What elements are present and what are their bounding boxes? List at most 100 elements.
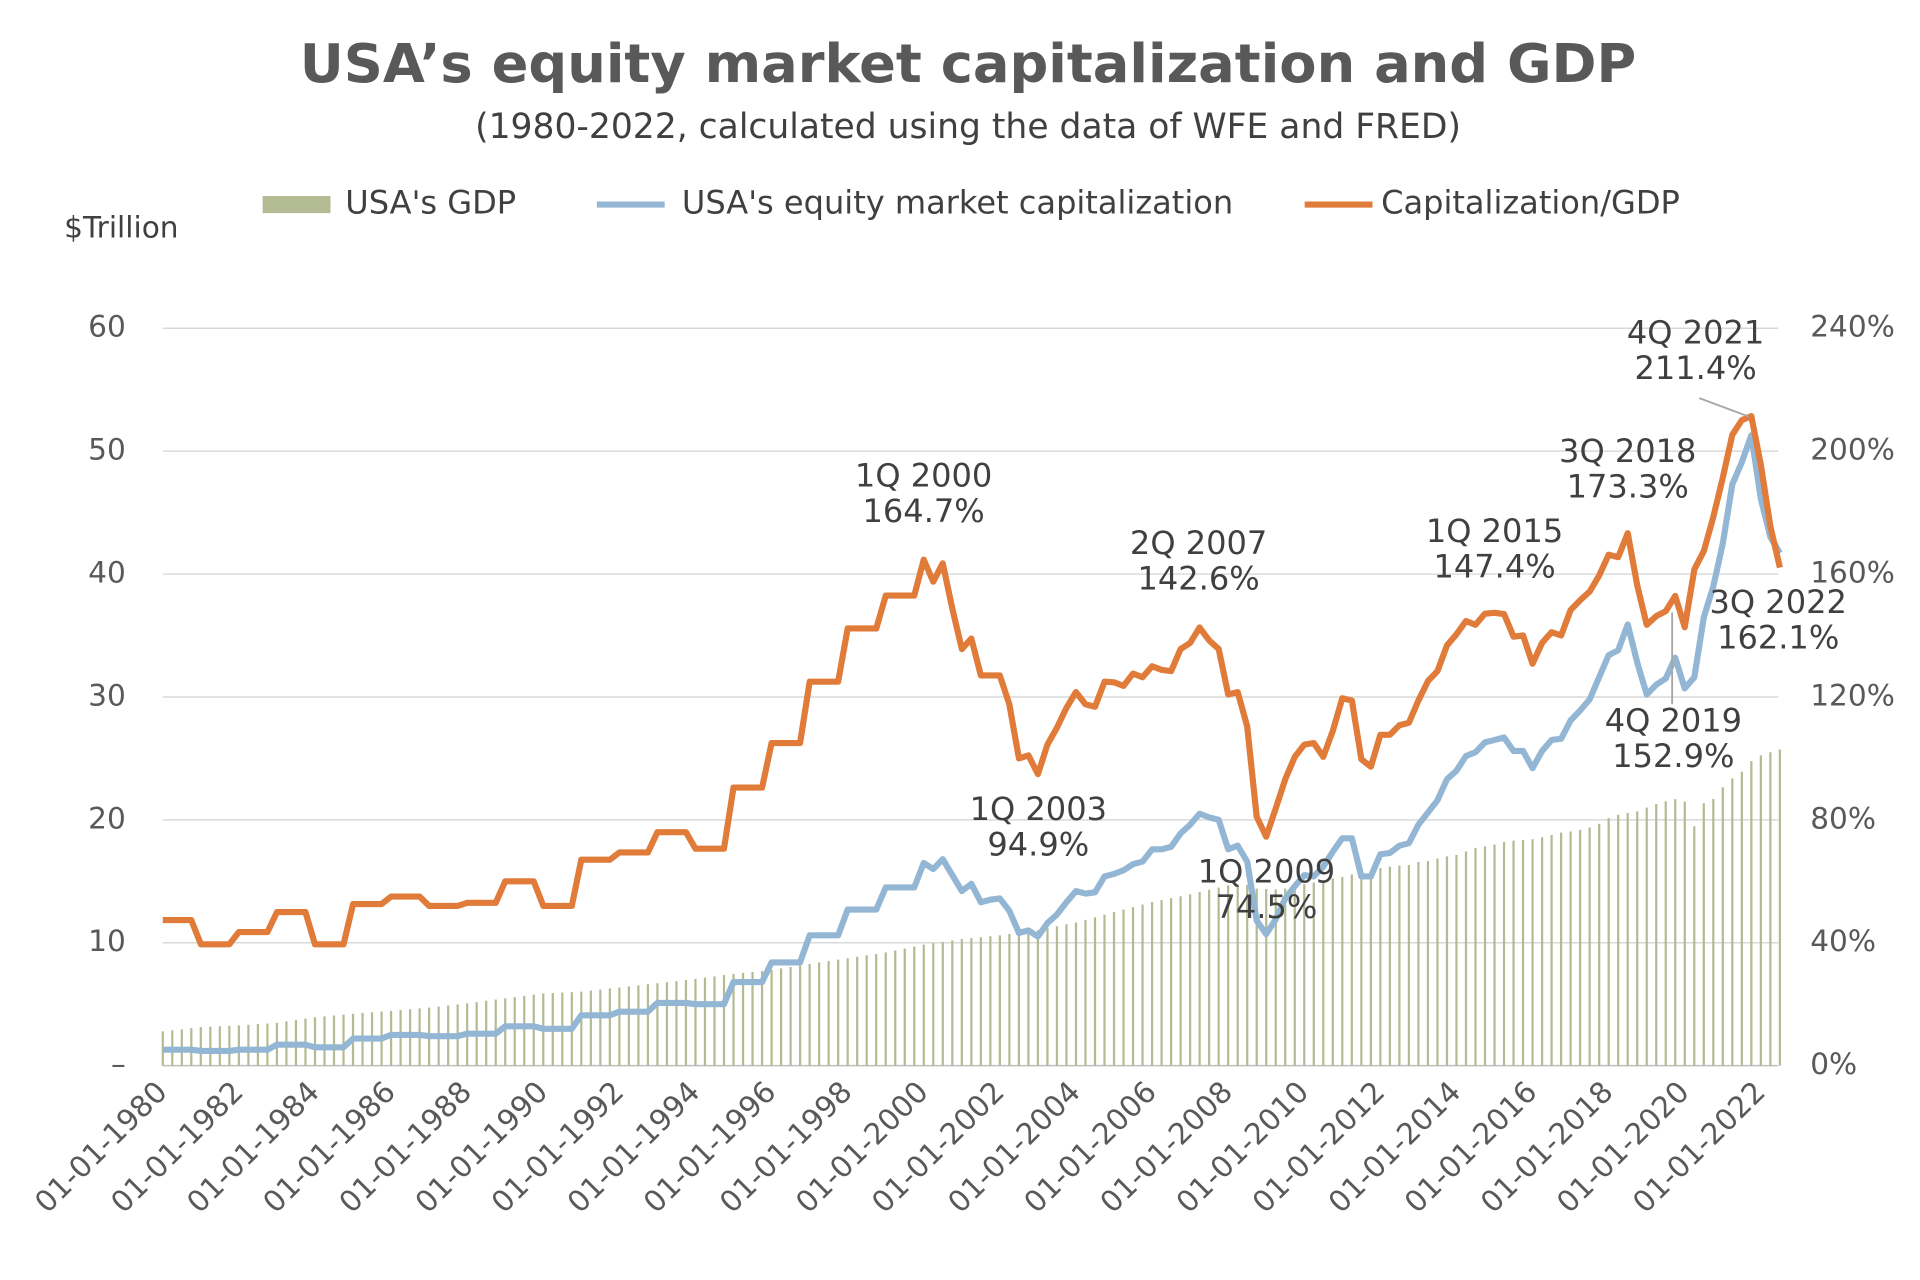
bar [1407,864,1411,1066]
bar [1693,826,1696,1066]
bar [1398,865,1401,1066]
bar [1721,787,1724,1066]
bar [228,1025,231,1066]
bar [1598,823,1601,1066]
bar [1065,924,1068,1066]
bar [1445,856,1449,1066]
line [162,413,1783,948]
bar [732,973,735,1066]
bar [580,991,583,1066]
bar [1169,898,1173,1066]
bar [1179,896,1182,1066]
bar [913,946,916,1066]
bar [703,977,707,1066]
bar [941,941,944,1066]
annotation: 1Q 2015 [1426,512,1563,550]
bar [1769,752,1772,1066]
bar [218,1026,221,1066]
y2-tick-label: 160% [1810,556,1895,590]
bar [1208,889,1211,1066]
bar [1474,847,1477,1066]
y-tick-label: 60 [88,310,126,344]
bar [1655,803,1658,1066]
bar [608,988,611,1066]
bar [846,958,849,1066]
annotation: 162.1% [1717,618,1839,656]
bar [1759,755,1762,1066]
bar [1331,878,1334,1066]
bar [1103,914,1106,1066]
legend-label: Capitalization/GDP [1381,184,1680,222]
bar [1131,907,1135,1066]
bar [1588,827,1591,1066]
bar [1265,888,1268,1066]
bar [1617,814,1620,1066]
bar [1027,931,1030,1066]
x-tick-label: 01-01-2022 [1626,1075,1772,1220]
y-tick-label: 50 [88,433,126,467]
annotation: 4Q 2021 [1627,313,1764,351]
annotation: 74.5% [1216,888,1318,926]
bar [1521,840,1525,1066]
bar [1255,888,1258,1066]
y2-tick-label: 120% [1810,679,1895,713]
bar [741,972,745,1066]
bar [837,959,840,1066]
bar [1483,846,1487,1066]
bar [884,952,887,1066]
bar [1303,884,1306,1066]
bar [1293,886,1296,1066]
bar [1636,811,1639,1066]
annotation: 1Q 2009 [1198,852,1335,890]
bar [1360,873,1363,1066]
bar [1731,778,1734,1066]
bar [779,968,783,1066]
bar [1778,749,1782,1066]
annotation: 211.4% [1634,349,1756,387]
bar [1341,877,1344,1066]
annotation: 147.4% [1433,547,1555,585]
y-tick-label: – [111,1047,126,1081]
chart-title: USA’s equity market capitalization and G… [300,32,1637,95]
bar [1645,807,1648,1066]
y-tick-label: 20 [88,801,126,835]
bar [1198,892,1201,1066]
bar [1512,840,1515,1066]
bar [722,975,726,1066]
legend-swatch [262,195,331,214]
bar [1093,917,1097,1066]
bar [1417,862,1420,1066]
bar [532,994,535,1066]
bar [808,963,811,1066]
y-axis-label: $Trillion [64,211,178,245]
bar [1740,771,1743,1066]
bar [1388,866,1391,1066]
bar [922,944,925,1066]
bar [1189,894,1192,1066]
bar [1607,818,1610,1066]
bar [1579,829,1582,1066]
annotation: 2Q 2007 [1130,524,1267,562]
bar [1227,885,1230,1066]
bar [1008,934,1011,1066]
bar [523,995,526,1066]
bar [1046,928,1049,1066]
leader-line [1698,397,1749,418]
bar [646,984,650,1066]
bar [1531,839,1534,1066]
bar [684,980,688,1066]
bar [599,989,602,1066]
bar [1284,888,1287,1066]
bar [256,1024,260,1066]
bar [989,936,992,1066]
legend-label: USA's GDP [345,184,516,222]
bar [627,986,630,1066]
bar [1017,932,1021,1066]
bar [1750,761,1753,1066]
bar [1236,884,1239,1066]
bar [637,985,640,1066]
bar [237,1025,240,1066]
annotation: 152.9% [1612,737,1734,775]
bar [827,961,830,1066]
